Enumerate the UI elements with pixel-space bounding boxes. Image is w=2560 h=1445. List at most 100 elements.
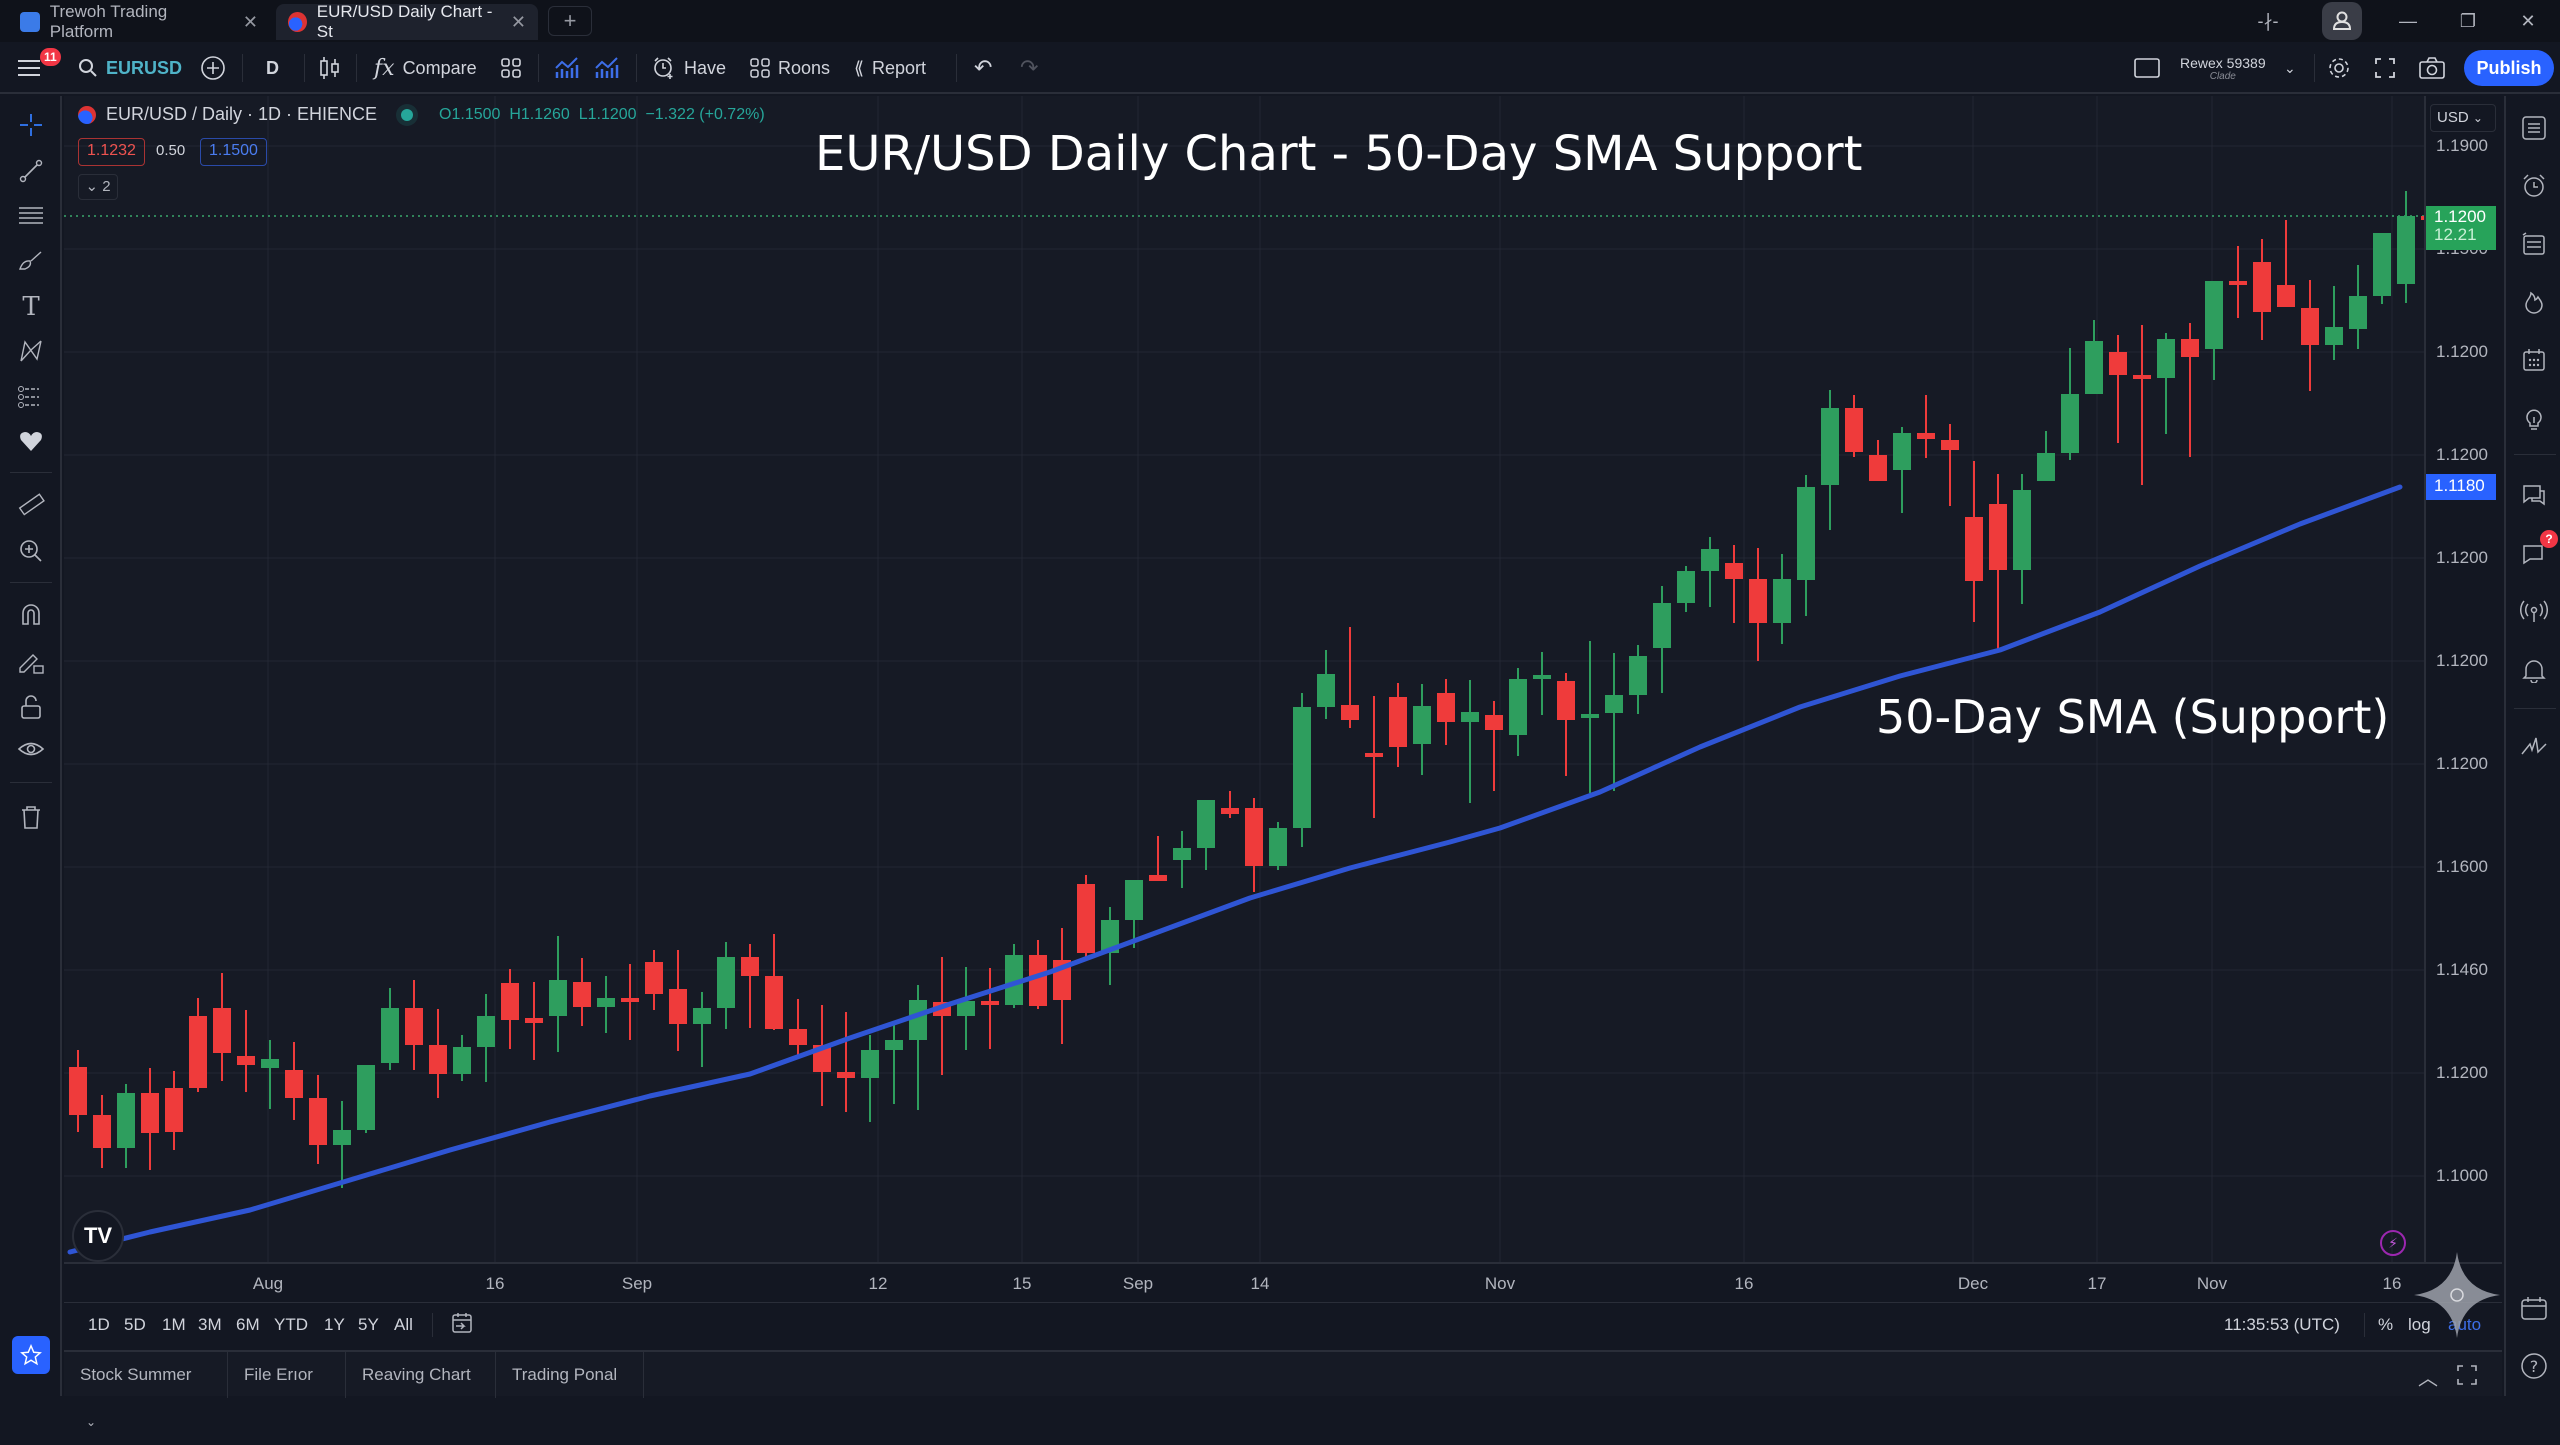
chart-type-button[interactable] bbox=[318, 42, 342, 94]
pattern-tool[interactable] bbox=[16, 336, 46, 366]
horizontal-lines-tool[interactable] bbox=[16, 200, 46, 230]
tab-file-error[interactable]: File Erıor bbox=[228, 1352, 346, 1398]
range-3m[interactable]: 3M bbox=[198, 1315, 222, 1334]
range-5d[interactable]: 5D bbox=[124, 1315, 146, 1334]
expand-panel-button[interactable]: ︿ bbox=[2418, 1362, 2438, 1391]
data-window-button[interactable] bbox=[2518, 228, 2550, 260]
main-menu-button[interactable] bbox=[16, 42, 44, 94]
measure-tool[interactable] bbox=[16, 490, 46, 520]
add-symbol-button[interactable] bbox=[200, 42, 226, 94]
buy-price-button[interactable]: 1.1500 bbox=[200, 138, 267, 166]
tab-stock-summer[interactable]: Stock Summer ⌄ bbox=[64, 1352, 228, 1429]
rooms-button[interactable]: Roons bbox=[750, 42, 830, 94]
compare-button[interactable]: fx Compare bbox=[374, 42, 477, 94]
icons-tool[interactable] bbox=[16, 426, 46, 456]
calendar-button[interactable] bbox=[2518, 344, 2550, 376]
clock-display[interactable]: 11:35:53 (UTC) bbox=[2224, 1315, 2340, 1334]
watchlist-star-button[interactable] bbox=[12, 1336, 50, 1374]
candle bbox=[333, 1101, 351, 1188]
user-profile-button[interactable] bbox=[2322, 2, 2362, 40]
interval-button[interactable]: D bbox=[266, 57, 279, 78]
ideas-button[interactable] bbox=[2518, 402, 2550, 434]
fullscreen-button[interactable] bbox=[2374, 42, 2396, 94]
calendar-panel-button[interactable] bbox=[2518, 1292, 2550, 1324]
strategies-button[interactable] bbox=[594, 42, 620, 94]
tab-label: Trewoh Trading Platform bbox=[49, 2, 168, 41]
price-axis[interactable]: 1.19001.15001.12001.12001.12001.12001.12… bbox=[2424, 96, 2502, 1262]
restore-button[interactable]: ❐ bbox=[2459, 10, 2477, 31]
replay-button[interactable]: ⟪ Report bbox=[854, 42, 926, 94]
range-1d[interactable]: 1D bbox=[88, 1315, 110, 1334]
candle bbox=[261, 1040, 279, 1109]
layout-toggle-button[interactable] bbox=[2134, 42, 2160, 94]
snapshot-button[interactable] bbox=[2418, 42, 2446, 94]
range-ytd[interactable]: YTD bbox=[274, 1315, 308, 1334]
range-all[interactable]: All bbox=[394, 1315, 413, 1334]
crosshair-tool[interactable] bbox=[16, 110, 46, 140]
symbol-search[interactable]: EURUSD bbox=[78, 42, 182, 94]
settings-button[interactable] bbox=[2326, 42, 2352, 94]
alerts-button[interactable] bbox=[2518, 170, 2550, 202]
maximize-panel-button[interactable] bbox=[2456, 1364, 2478, 1386]
magnet-tool[interactable] bbox=[16, 600, 46, 630]
hide-drawings-tool[interactable] bbox=[16, 736, 46, 766]
log-scale-toggle[interactable]: log bbox=[2408, 1315, 2431, 1334]
brush-tool[interactable] bbox=[16, 246, 46, 276]
tradingview-logo[interactable]: TV bbox=[72, 1210, 124, 1262]
sell-price-button[interactable]: 1.1232 bbox=[78, 138, 145, 166]
time-axis[interactable]: Aug 16 Sep 12 15 Sep 14 Nov 16 Dec 17 Nov 16 bbox=[64, 1262, 2502, 1302]
close-window-button[interactable]: ✕ bbox=[2520, 10, 2536, 31]
sparkle-star-icon[interactable] bbox=[2412, 1250, 2502, 1340]
messages-button[interactable] bbox=[2518, 538, 2550, 570]
prediction-tool[interactable] bbox=[16, 382, 46, 412]
alarm-clock-plus-icon bbox=[654, 57, 673, 79]
chart-canvas[interactable] bbox=[64, 96, 2424, 1262]
range-1y[interactable]: 1Y bbox=[324, 1315, 345, 1334]
streams-button[interactable] bbox=[2518, 596, 2550, 628]
tab-eurusd-chart[interactable]: EUR/USD Daily Chart - St ✕ bbox=[276, 2, 538, 41]
publish-button[interactable]: Publish bbox=[2464, 50, 2554, 86]
text-tool[interactable]: T bbox=[16, 292, 46, 322]
chats-button[interactable] bbox=[2518, 480, 2550, 512]
trend-line-tool[interactable] bbox=[16, 156, 46, 186]
account-selector[interactable]: Rewex 59389 Clade bbox=[2180, 42, 2266, 94]
hotlists-button[interactable] bbox=[2518, 286, 2550, 318]
currency-selector[interactable]: USD ⌄ bbox=[2430, 104, 2496, 132]
collapse-indicators-button[interactable]: ⌄ 2 bbox=[78, 174, 118, 200]
new-tab-button[interactable]: + bbox=[548, 6, 592, 36]
undo-button[interactable]: ↶ bbox=[974, 42, 992, 94]
zoom-tool[interactable] bbox=[16, 536, 46, 566]
lock-drawing-tool[interactable] bbox=[16, 646, 46, 676]
notifications-button[interactable] bbox=[2518, 654, 2550, 686]
lock-all-tool[interactable] bbox=[16, 692, 46, 722]
lightning-icon[interactable]: ⚡ bbox=[2380, 1230, 2406, 1256]
pine-button[interactable] bbox=[2518, 730, 2550, 762]
tab-reaving-chart[interactable]: Reaving Chart bbox=[346, 1352, 496, 1398]
tab-trading-platform[interactable]: Trewoh Trading Platform ✕ bbox=[8, 2, 270, 41]
minimize-button[interactable]: — bbox=[2399, 10, 2417, 31]
indicators-button[interactable] bbox=[554, 42, 580, 94]
candlestick-plot[interactable] bbox=[64, 96, 2424, 1262]
candle bbox=[141, 1068, 159, 1170]
symbol-description[interactable]: EUR/USD / Daily · 1D · EHIENCE bbox=[106, 104, 378, 124]
layout-grid-button[interactable] bbox=[500, 42, 522, 94]
close-tab-icon[interactable]: ✕ bbox=[242, 11, 258, 32]
chevron-up-icon: ︿ bbox=[2418, 1368, 2438, 1390]
eye-icon bbox=[17, 742, 45, 756]
redo-button[interactable]: ↷ bbox=[1020, 42, 1038, 94]
help-button[interactable]: ? bbox=[2518, 1350, 2550, 1382]
watchlist-button[interactable] bbox=[2518, 112, 2550, 144]
report-label: Report bbox=[872, 57, 927, 78]
alert-button[interactable]: Have bbox=[652, 42, 726, 94]
close-tab-icon[interactable]: ✕ bbox=[510, 11, 526, 32]
range-1m[interactable]: 1M bbox=[162, 1315, 186, 1334]
tab-trading-ponal[interactable]: Trading Ponal bbox=[496, 1352, 644, 1398]
pin-icon[interactable]: -∤- bbox=[2257, 10, 2279, 31]
goto-date-button[interactable] bbox=[450, 1311, 474, 1335]
account-dropdown[interactable]: ⌄ bbox=[2284, 42, 2296, 94]
range-6m[interactable]: 6M bbox=[236, 1315, 260, 1334]
divider bbox=[356, 54, 357, 82]
remove-drawings-tool[interactable] bbox=[16, 802, 46, 832]
range-5y[interactable]: 5Y bbox=[358, 1315, 379, 1334]
percent-scale-toggle[interactable]: % bbox=[2378, 1315, 2394, 1334]
